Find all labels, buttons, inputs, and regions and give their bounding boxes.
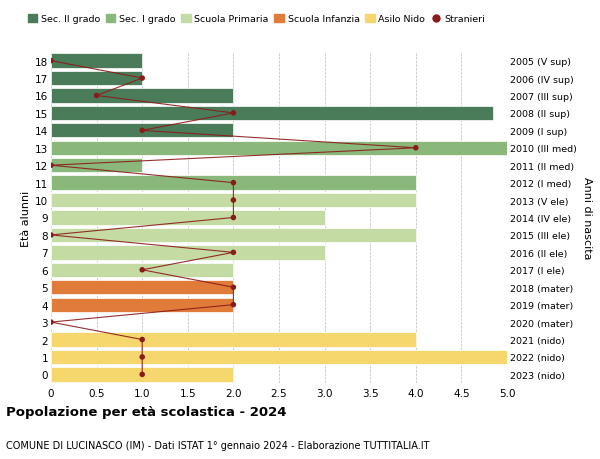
Point [46,232,56,239]
Point [137,267,147,274]
Bar [51,298,233,312]
Bar [51,141,525,156]
Point [137,353,147,361]
Bar [51,333,416,347]
Point [229,301,238,308]
Point [137,75,147,83]
Point [137,336,147,343]
Bar [51,159,142,173]
Bar [51,263,233,277]
Y-axis label: Età alunni: Età alunni [21,190,31,246]
Point [229,214,238,222]
Bar [51,176,416,190]
Point [229,110,238,118]
Point [229,249,238,257]
Bar [51,368,233,382]
Bar [51,211,325,225]
Bar [51,124,233,138]
Point [46,162,56,169]
Bar [51,228,416,242]
Bar [51,89,233,103]
Point [229,284,238,291]
Bar [51,106,493,121]
Bar [51,350,525,364]
Point [411,145,421,152]
Y-axis label: Anni di nascita: Anni di nascita [582,177,592,259]
Bar [51,72,142,86]
Bar [51,54,142,68]
Point [46,58,56,65]
Bar [51,280,233,295]
Point [137,128,147,135]
Text: COMUNE DI LUCINASCO (IM) - Dati ISTAT 1° gennaio 2024 - Elaborazione TUTTITALIA.: COMUNE DI LUCINASCO (IM) - Dati ISTAT 1°… [6,440,430,450]
Point [137,371,147,378]
Bar [51,246,325,260]
Point [46,319,56,326]
Point [229,179,238,187]
Point [229,197,238,204]
Text: Popolazione per età scolastica - 2024: Popolazione per età scolastica - 2024 [6,405,287,418]
Point [92,93,101,100]
Bar [51,194,416,208]
Legend: Sec. II grado, Sec. I grado, Scuola Primaria, Scuola Infanzia, Asilo Nido, Stran: Sec. II grado, Sec. I grado, Scuola Prim… [24,11,489,28]
